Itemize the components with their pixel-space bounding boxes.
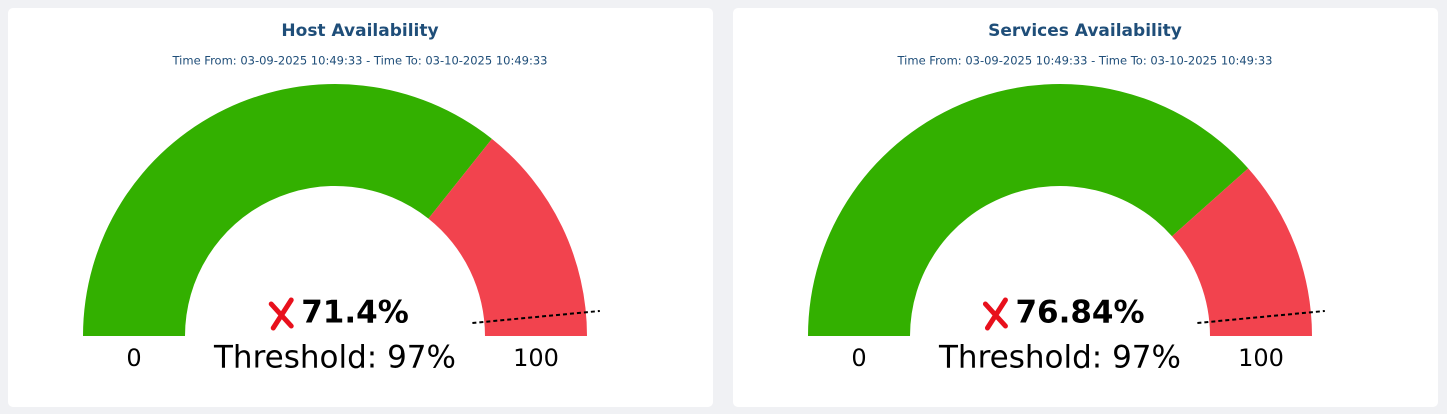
tick-label: 100 bbox=[513, 344, 559, 372]
threshold-line bbox=[1197, 309, 1325, 325]
gauge-value-arc bbox=[83, 83, 492, 336]
fail-icon bbox=[982, 297, 1008, 331]
tick-label: 0 bbox=[126, 344, 141, 372]
threshold-label: Threshold: 97% bbox=[938, 340, 1181, 376]
card-subtitle: Time From: 03-09-2025 10:49:33 - Time To… bbox=[897, 54, 1273, 68]
card-subtitle: Time From: 03-09-2025 10:49:33 - Time To… bbox=[172, 54, 548, 68]
gauge-card: Services Availability Time From: 03-09-20… bbox=[733, 8, 1438, 407]
gauge-card: Host Availability Time From: 03-09-2025 1… bbox=[8, 8, 713, 407]
card-title: Services Availability bbox=[988, 21, 1182, 41]
threshold-label: Threshold: 97% bbox=[213, 340, 456, 376]
card-title: Host Availability bbox=[281, 21, 438, 41]
tick-label: 100 bbox=[1238, 344, 1284, 372]
tick-label: 0 bbox=[851, 344, 866, 372]
value-label: 76.84% bbox=[1015, 295, 1144, 331]
threshold-line bbox=[472, 309, 600, 325]
gauge-value-arc bbox=[808, 84, 1249, 336]
gauge-remainder-arc bbox=[428, 138, 587, 336]
value-label: 71.4% bbox=[301, 295, 409, 331]
gauge-remainder-arc bbox=[1172, 168, 1312, 336]
fail-icon bbox=[268, 297, 294, 331]
